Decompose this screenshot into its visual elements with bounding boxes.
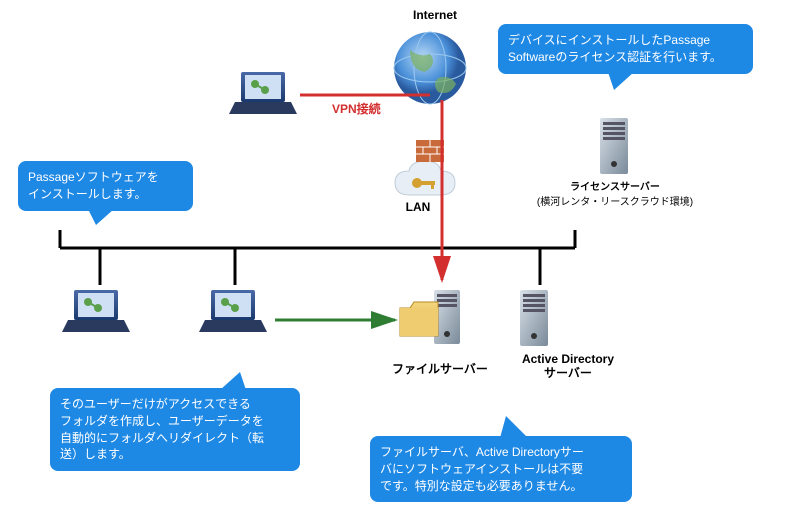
file-server-icon (400, 290, 460, 344)
internet-label: Internet (395, 8, 475, 22)
ad-server-icon (520, 290, 548, 346)
lan-label: LAN (388, 200, 448, 214)
license-server-icon (600, 118, 628, 174)
vpn-label: VPN接続 (332, 100, 381, 117)
callout-license: デバイスにインストールしたPassageSoftwareのライセンス認証を行いま… (498, 24, 753, 74)
callout-install: Passageソフトウェアをインストールします。 (18, 161, 193, 211)
license-server-label: ライセンスサーバー(横河レンタ・リースクラウド環境) (530, 178, 700, 208)
remote-laptop-icon (229, 72, 297, 114)
callout-noinstall: ファイルサーバ、Active Directoryサーバにソフトウェアインストール… (370, 436, 632, 502)
lan-laptop-1-icon (62, 290, 130, 332)
callout-folder: そのユーザーだけがアクセスできるフォルダを作成し、ユーザーデータを自動的にフォル… (50, 388, 300, 471)
lan-laptop-2-icon (199, 290, 267, 332)
file-server-label: ファイルサーバー (380, 360, 500, 377)
ad-server-label: Active Directoryサーバー (498, 352, 638, 381)
